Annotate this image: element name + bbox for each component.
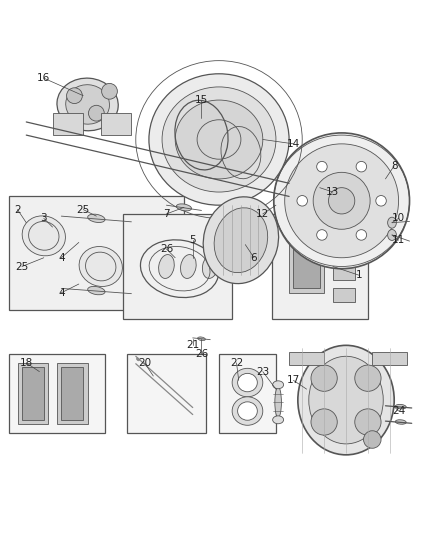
Text: 21: 21 bbox=[186, 341, 199, 350]
Circle shape bbox=[317, 230, 327, 240]
Ellipse shape bbox=[198, 337, 205, 341]
Ellipse shape bbox=[388, 217, 396, 228]
Circle shape bbox=[297, 196, 307, 206]
Circle shape bbox=[328, 188, 355, 214]
Text: 7: 7 bbox=[163, 209, 170, 219]
Ellipse shape bbox=[396, 420, 406, 424]
Text: 4: 4 bbox=[58, 253, 65, 263]
Bar bbox=[219, 354, 276, 433]
Ellipse shape bbox=[237, 374, 257, 392]
Ellipse shape bbox=[388, 230, 396, 240]
Ellipse shape bbox=[232, 397, 263, 425]
Ellipse shape bbox=[309, 356, 383, 444]
Bar bbox=[22, 367, 44, 420]
Bar bbox=[53, 113, 83, 135]
Text: 25: 25 bbox=[15, 262, 28, 271]
Circle shape bbox=[356, 230, 367, 240]
Ellipse shape bbox=[66, 85, 110, 124]
Text: 16: 16 bbox=[37, 73, 50, 83]
Bar bbox=[372, 352, 407, 365]
Ellipse shape bbox=[162, 87, 276, 192]
Circle shape bbox=[355, 365, 381, 391]
Text: 20: 20 bbox=[138, 358, 151, 368]
Ellipse shape bbox=[159, 255, 174, 278]
Bar bbox=[289, 352, 324, 365]
Ellipse shape bbox=[22, 216, 65, 256]
Text: 18: 18 bbox=[20, 358, 33, 368]
Text: 14: 14 bbox=[287, 139, 300, 149]
Bar bbox=[18, 363, 48, 424]
Text: 26: 26 bbox=[160, 244, 173, 254]
Bar bbox=[293, 240, 320, 288]
Text: 8: 8 bbox=[391, 161, 398, 171]
Ellipse shape bbox=[298, 345, 394, 455]
Bar bbox=[57, 363, 88, 424]
Ellipse shape bbox=[396, 405, 406, 409]
Circle shape bbox=[376, 196, 386, 206]
Bar bbox=[127, 354, 206, 433]
Text: 24: 24 bbox=[392, 406, 405, 416]
Bar bbox=[333, 227, 355, 245]
Circle shape bbox=[67, 88, 82, 103]
Bar bbox=[272, 214, 368, 319]
Circle shape bbox=[355, 409, 381, 435]
Text: 1: 1 bbox=[356, 270, 363, 280]
Bar bbox=[123, 214, 232, 319]
Ellipse shape bbox=[180, 255, 196, 278]
Ellipse shape bbox=[137, 358, 139, 361]
Ellipse shape bbox=[88, 286, 105, 295]
Ellipse shape bbox=[272, 381, 284, 389]
Circle shape bbox=[102, 84, 117, 99]
Ellipse shape bbox=[202, 255, 218, 278]
Text: 11: 11 bbox=[392, 235, 405, 245]
Circle shape bbox=[313, 172, 370, 229]
Text: 25: 25 bbox=[77, 205, 90, 215]
Circle shape bbox=[311, 409, 337, 435]
Text: 23: 23 bbox=[256, 367, 269, 377]
Ellipse shape bbox=[275, 387, 281, 418]
Text: 26: 26 bbox=[195, 349, 208, 359]
Bar bbox=[333, 262, 355, 280]
Ellipse shape bbox=[57, 78, 118, 131]
Bar bbox=[61, 367, 83, 420]
Circle shape bbox=[356, 161, 367, 172]
Text: 5: 5 bbox=[189, 235, 196, 245]
Ellipse shape bbox=[237, 402, 257, 420]
Ellipse shape bbox=[272, 416, 284, 424]
Text: 17: 17 bbox=[287, 375, 300, 385]
Text: 12: 12 bbox=[256, 209, 269, 219]
Text: 13: 13 bbox=[326, 187, 339, 197]
Circle shape bbox=[311, 365, 337, 391]
Circle shape bbox=[364, 431, 381, 448]
Bar bbox=[9, 354, 105, 433]
Ellipse shape bbox=[214, 208, 268, 273]
Text: 4: 4 bbox=[58, 288, 65, 298]
Text: 3: 3 bbox=[40, 213, 47, 223]
Ellipse shape bbox=[175, 100, 263, 179]
Circle shape bbox=[317, 161, 327, 172]
Text: 22: 22 bbox=[230, 358, 243, 368]
Ellipse shape bbox=[149, 74, 289, 205]
Ellipse shape bbox=[88, 214, 105, 222]
Text: 6: 6 bbox=[251, 253, 258, 263]
Circle shape bbox=[274, 133, 410, 269]
Circle shape bbox=[285, 144, 399, 258]
Text: 10: 10 bbox=[392, 213, 405, 223]
Ellipse shape bbox=[79, 247, 122, 286]
Bar bbox=[101, 113, 131, 135]
Circle shape bbox=[88, 106, 104, 121]
Ellipse shape bbox=[177, 204, 191, 211]
Text: 2: 2 bbox=[14, 205, 21, 215]
Bar bbox=[9, 197, 184, 310]
Ellipse shape bbox=[232, 368, 263, 397]
Text: 15: 15 bbox=[195, 95, 208, 105]
Bar bbox=[333, 288, 355, 302]
Bar bbox=[289, 236, 324, 293]
Ellipse shape bbox=[203, 197, 279, 284]
